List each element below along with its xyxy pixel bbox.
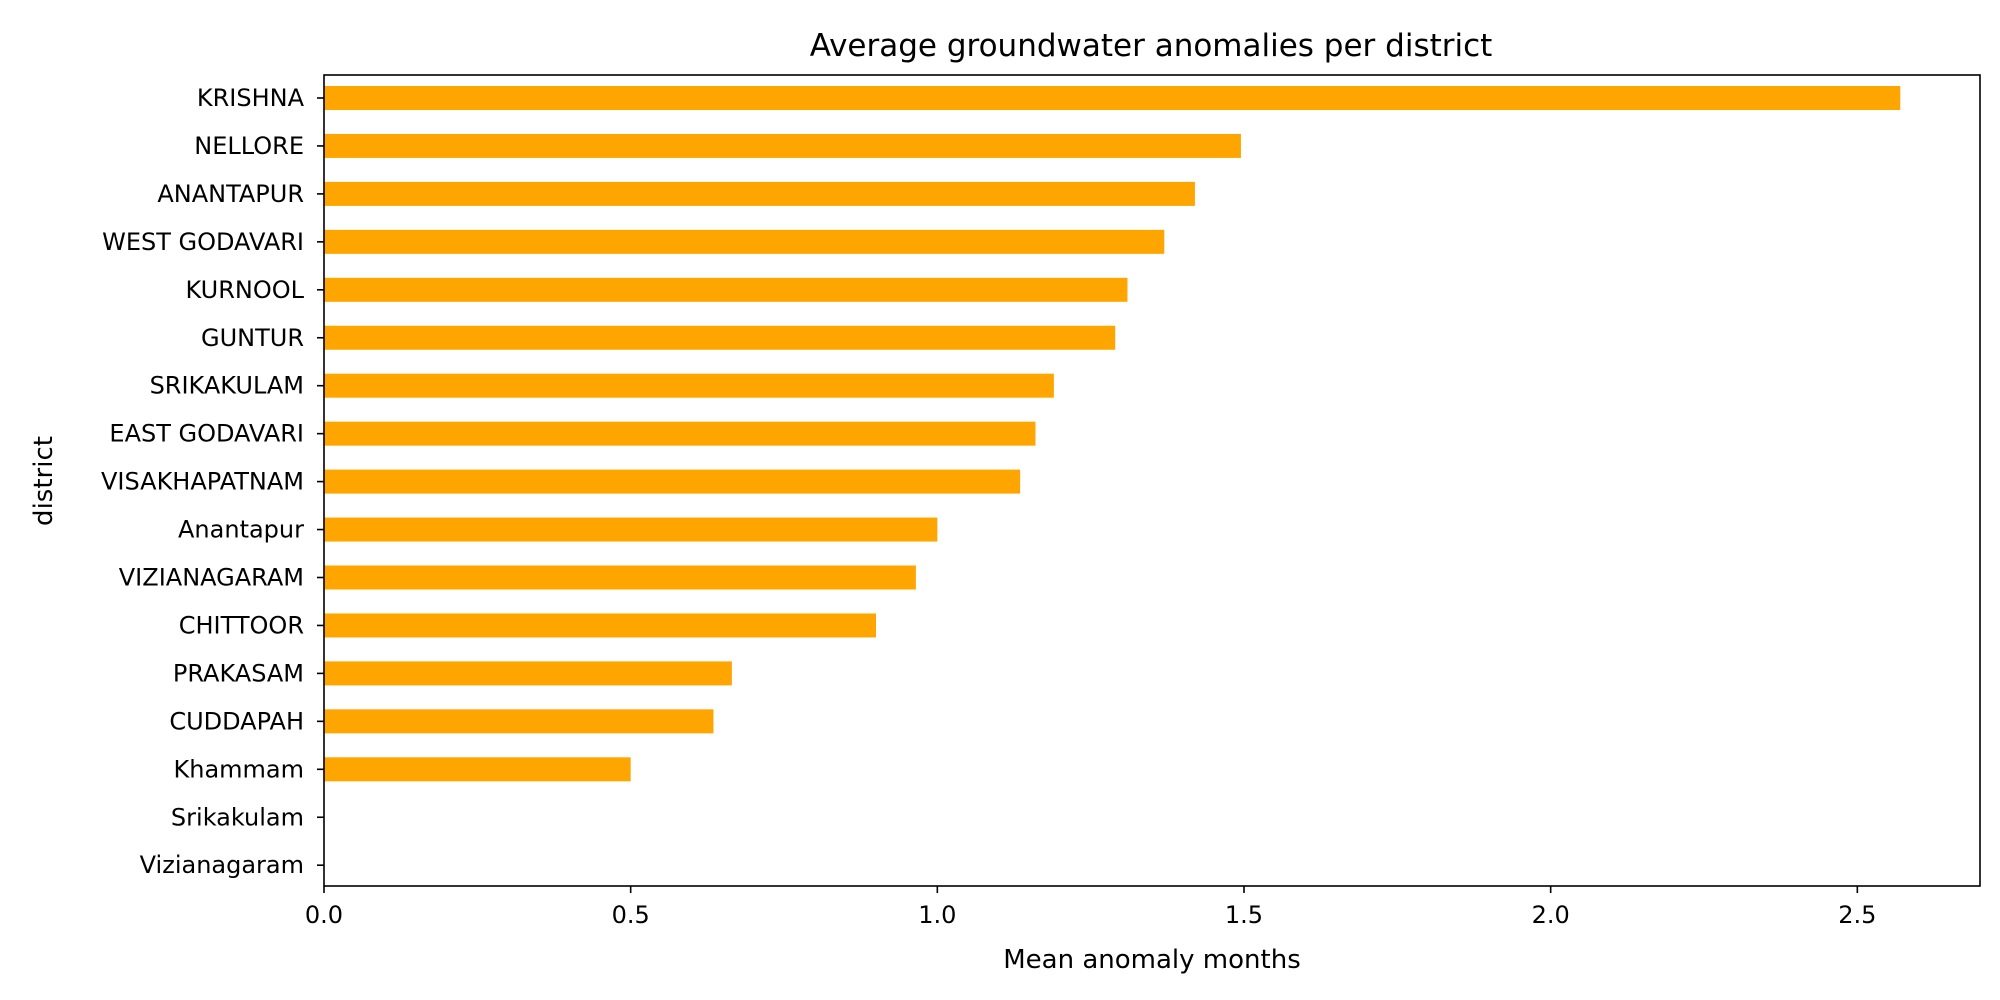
bar: [324, 181, 1195, 206]
x-axis-label: Mean anomaly months: [1003, 945, 1301, 975]
bar: [324, 86, 1901, 110]
x-axis: 0.0 0.5 1.0 1.5 2.0 2.5: [305, 886, 1876, 929]
bar: [324, 517, 938, 542]
bars-layer: [324, 86, 1901, 782]
bar: [324, 373, 1054, 398]
x-tick-label: 0.0: [305, 901, 343, 929]
bar: [324, 565, 916, 590]
y-tick-label: CHITTOOR: [179, 611, 304, 639]
plot-frame: [323, 74, 1981, 887]
y-tick-label: Anantapur: [178, 516, 304, 544]
y-tick-label: Srikakulam: [171, 803, 304, 831]
y-tick-label: ANANTAPUR: [157, 180, 304, 208]
x-tick-label: 0.5: [612, 901, 650, 929]
x-tick-label: 2.5: [1838, 901, 1876, 929]
y-tick-label: KRISHNA: [197, 84, 305, 112]
y-tick-label: SRIKAKULAM: [150, 372, 304, 400]
bar: [324, 277, 1128, 302]
x-tick-label: 1.0: [918, 901, 956, 929]
bar: [324, 661, 732, 686]
bar: [324, 469, 1021, 494]
x-tick-label: 2.0: [1532, 901, 1570, 929]
y-tick-label: Khammam: [174, 755, 305, 783]
y-tick-label: CUDDAPAH: [169, 707, 304, 735]
y-tick-label: Vizianagaram: [140, 851, 304, 879]
y-tick-label: EAST GODAVARI: [109, 420, 304, 448]
bar: [324, 133, 1241, 158]
y-axis-label: district: [29, 436, 59, 526]
y-tick-label: GUNTUR: [201, 324, 304, 352]
y-axis: KRISHNA NELLORE ANANTAPUR WEST GODAVARI KURN…: [101, 84, 324, 879]
bar: [324, 613, 876, 638]
y-tick-label: VISAKHAPATNAM: [101, 468, 304, 496]
bar: [324, 709, 714, 734]
bar: [324, 325, 1116, 350]
y-tick-label: VIZIANAGARAM: [119, 564, 304, 592]
x-tick-label: 1.5: [1225, 901, 1263, 929]
bar: [324, 229, 1165, 254]
y-tick-label: KURNOOL: [186, 276, 305, 304]
chart-title: Average groundwater anomalies per distri…: [810, 28, 1493, 64]
y-tick-label: WEST GODAVARI: [102, 228, 304, 256]
bar: [324, 757, 631, 782]
bar: [324, 421, 1036, 446]
y-tick-label: PRAKASAM: [173, 659, 304, 687]
y-tick-label: NELLORE: [194, 132, 304, 160]
